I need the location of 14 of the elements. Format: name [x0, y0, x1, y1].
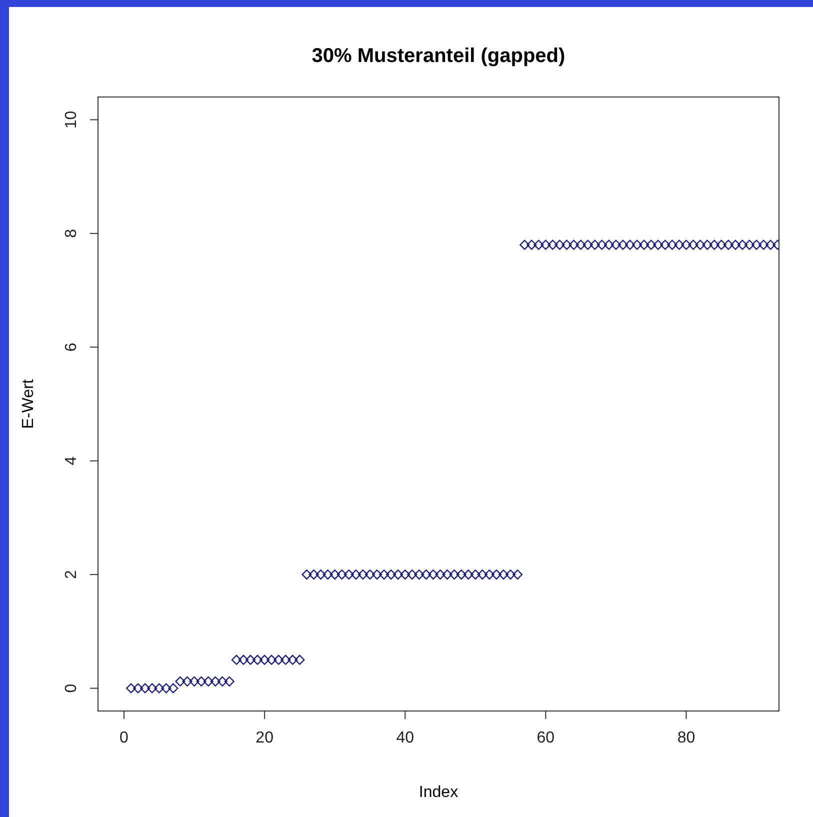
x-tick-label: 0 [120, 729, 129, 746]
y-tick-label: 10 [63, 110, 80, 129]
y-tick-label: 0 [63, 684, 80, 693]
x-tick-label: 40 [396, 729, 414, 746]
x-axis-title: Index [418, 784, 458, 801]
x-tick-label: 60 [536, 729, 555, 746]
y-tick-label: 6 [63, 342, 80, 352]
x-tick-label: 80 [677, 729, 696, 746]
x-tick-label: 20 [256, 729, 274, 746]
y-axis-title: E-Wert [20, 378, 37, 429]
chart-title: 30% Musteranteil (gapped) [312, 45, 566, 67]
y-tick-label: 4 [63, 456, 80, 466]
y-tick-label: 8 [63, 228, 80, 238]
y-tick-label: 2 [63, 570, 80, 580]
